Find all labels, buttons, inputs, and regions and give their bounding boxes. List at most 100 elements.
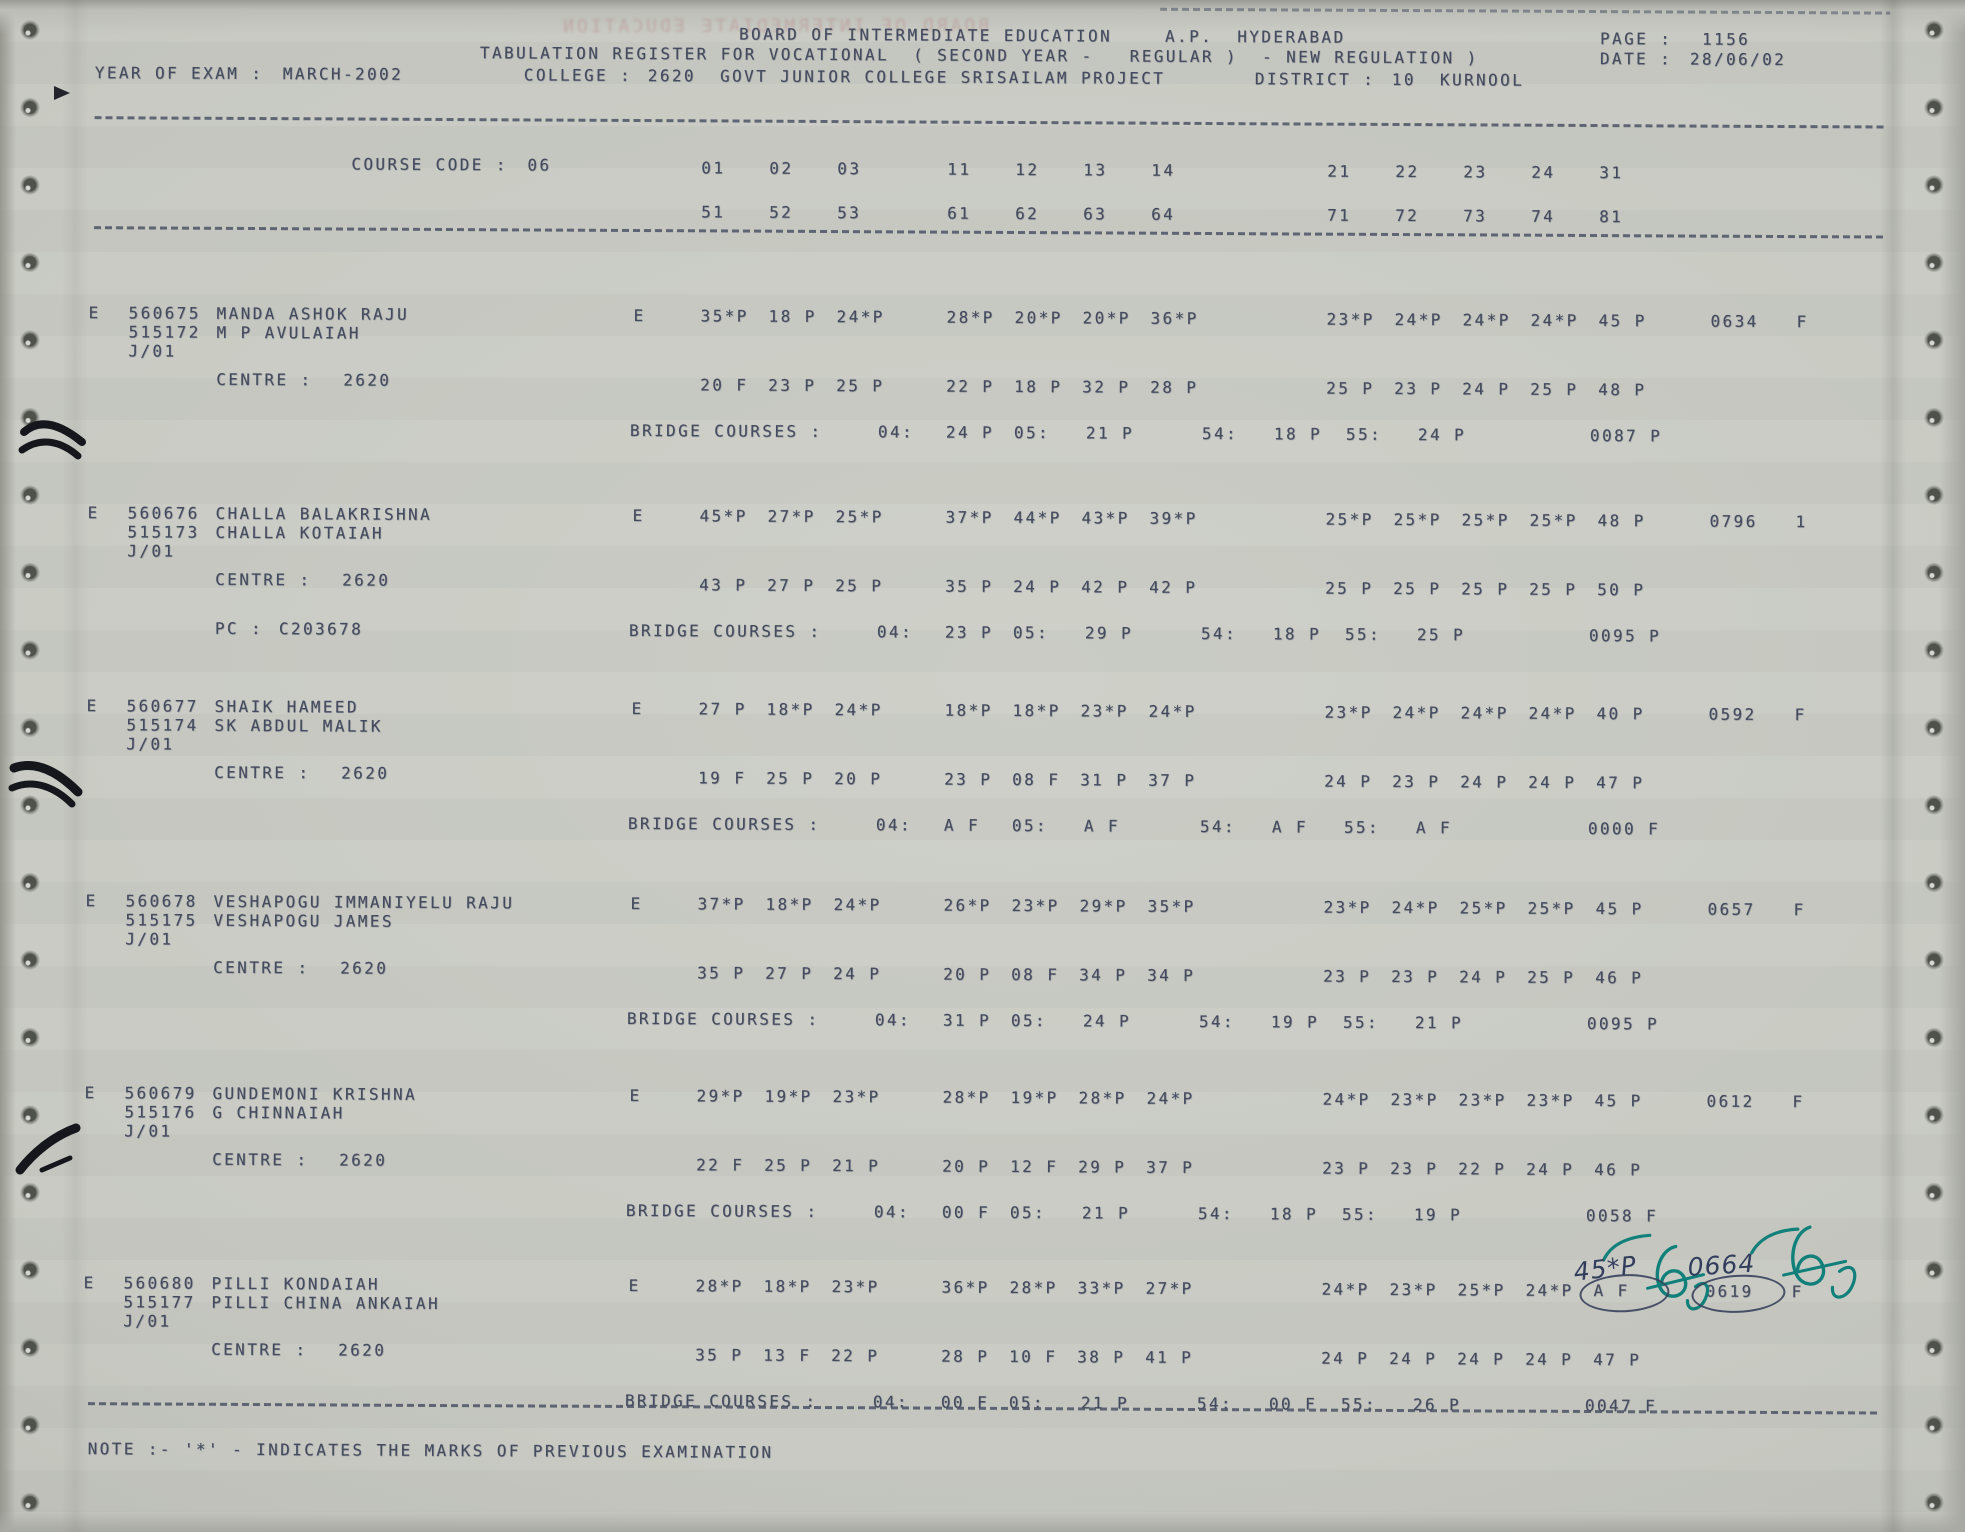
mark-cell: 24 P bbox=[1457, 1349, 1506, 1369]
bridge-mark-cell: 29 P bbox=[1084, 623, 1134, 643]
candidate-roll-number: 560675 bbox=[128, 303, 201, 323]
mark-cell: 25 P bbox=[835, 576, 884, 596]
result-flag: F bbox=[1796, 312, 1809, 332]
mark-cell: 27 P bbox=[767, 575, 816, 595]
medium-code: E bbox=[631, 699, 644, 719]
mark-cell: 37*P bbox=[697, 894, 746, 914]
mark-cell: 25 P bbox=[836, 376, 885, 396]
medium-code: E bbox=[628, 1275, 641, 1296]
mark-cell: 18*P bbox=[944, 700, 993, 720]
mark-cell: 18*P bbox=[1012, 700, 1061, 721]
mark-cell: 23 P bbox=[944, 769, 993, 789]
subject-code: 74 bbox=[1531, 206, 1556, 226]
appearance-code: J/01 bbox=[125, 929, 174, 949]
board-title: BOARD OF INTERMEDIATE EDUCATION bbox=[738, 24, 1113, 46]
district-value: 10 KURNOOL bbox=[1391, 69, 1525, 90]
bridge-courses-label: BRIDGE COURSES : bbox=[628, 620, 822, 641]
mark-cell: 24*P bbox=[1321, 1279, 1370, 1299]
candidate-roll-number: 560678 bbox=[125, 891, 198, 911]
mark-cell: 24 P bbox=[1525, 1349, 1574, 1369]
bridge-mark-cell: 21 P bbox=[1085, 423, 1135, 443]
mark-cell: 22 F bbox=[696, 1155, 745, 1175]
father-name: M P AVULAIAH bbox=[216, 322, 361, 343]
bridge-subject-label: 04: bbox=[873, 1202, 911, 1222]
candidate-roll-number: 560679 bbox=[124, 1083, 197, 1103]
subject-code: 21 bbox=[1327, 161, 1352, 181]
centre-code: 2620 bbox=[343, 370, 392, 390]
father-name: PILLI CHINA ANKAIAH bbox=[211, 1292, 441, 1314]
mark-cell: 24*P bbox=[1525, 1280, 1574, 1300]
mark-cell: 46 P bbox=[1594, 1160, 1643, 1180]
mark-cell: 27*P bbox=[767, 506, 816, 526]
registration-number: 515173 bbox=[127, 522, 200, 542]
mark-cell: 24 P bbox=[1526, 1159, 1575, 1179]
bridge-mark-cell: 18 P bbox=[1272, 624, 1322, 644]
tractor-feed-holes-right bbox=[1912, 0, 1956, 1532]
pen-scribble-icon bbox=[18, 420, 86, 460]
centre-label: CENTRE : bbox=[213, 957, 310, 978]
mark-cell: 18 P bbox=[1014, 377, 1063, 397]
candidate-series: E bbox=[85, 891, 98, 911]
bridge-mark-cell: A F bbox=[1415, 818, 1453, 838]
mark-cell: 25*P bbox=[1325, 509, 1374, 529]
centre-label: CENTRE : bbox=[211, 1339, 308, 1360]
mark-cell: 24 P bbox=[1462, 379, 1511, 399]
mark-cell: 31 P bbox=[1080, 770, 1129, 790]
mark-cell: 23*P bbox=[1458, 1090, 1507, 1110]
page-number: 1156 bbox=[1701, 29, 1751, 49]
bridge-subject-label: 55: bbox=[1342, 1012, 1380, 1032]
bridge-subject-label: 04: bbox=[876, 622, 914, 642]
mark-cell: 19 F bbox=[698, 768, 747, 788]
date-label: DATE : bbox=[1599, 49, 1673, 69]
bridge-subject-label: 05: bbox=[1011, 815, 1049, 836]
mark-cell: 41 P bbox=[1145, 1347, 1194, 1367]
bridge-subject-label: 55: bbox=[1345, 424, 1383, 444]
mark-cell: 25 P bbox=[1461, 579, 1510, 599]
mark-cell: 24*P bbox=[1460, 703, 1509, 723]
pen-scribble-icon bbox=[15, 1123, 81, 1175]
previous-page-edge-dashes bbox=[1160, 7, 1891, 15]
candidate-series: E bbox=[88, 303, 101, 323]
mark-cell: 23*P bbox=[1080, 701, 1129, 721]
page-label: PAGE : bbox=[1599, 29, 1673, 49]
bridge-subject-label: 54: bbox=[1197, 1203, 1235, 1224]
mark-cell: 24*P bbox=[834, 700, 883, 720]
subject-code: 24 bbox=[1531, 162, 1556, 182]
father-name: VESHAPOGU JAMES bbox=[213, 910, 394, 931]
mark-cell: 33*P bbox=[1077, 1278, 1126, 1298]
total-marks: 0592 bbox=[1708, 704, 1757, 724]
centre-code: 2620 bbox=[340, 958, 389, 978]
mark-cell: 24*P bbox=[1146, 1088, 1195, 1108]
records-list: E 560675 MANDA ASHOK RAJU E 35*P 18 P 24… bbox=[0, 0, 1965, 1415]
subject-code: 14 bbox=[1151, 160, 1176, 180]
subject-code: 31 bbox=[1599, 163, 1624, 183]
medium-code: E bbox=[633, 306, 646, 326]
subject-code: 23 bbox=[1463, 162, 1488, 182]
subject-code: 51 bbox=[701, 202, 726, 222]
bridge-mark-cell: A F bbox=[1083, 816, 1121, 836]
result-flag: F bbox=[1794, 705, 1807, 725]
mark-cell: 25 P bbox=[766, 768, 815, 788]
mark-cell: 28*P bbox=[1009, 1277, 1058, 1298]
mark-cell: 24*P bbox=[1322, 1089, 1371, 1109]
bridge-total: 0095 P bbox=[1588, 626, 1662, 646]
mark-cell: 12 F bbox=[1010, 1156, 1059, 1177]
bridge-courses-label: BRIDGE COURSES : bbox=[625, 1200, 819, 1221]
subject-code: 03 bbox=[837, 159, 862, 179]
bridge-subject-label: 04: bbox=[877, 422, 915, 442]
separator-line bbox=[94, 116, 1885, 129]
centre-code: 2620 bbox=[342, 570, 391, 590]
year-of-exam-label: YEAR OF EXAM : bbox=[94, 63, 264, 84]
mark-cell: 27*P bbox=[1145, 1278, 1194, 1298]
college-value: 2620 GOVT JUNIOR COLLEGE SRISAILAM PROJE… bbox=[647, 66, 1166, 88]
candidate-series: E bbox=[87, 503, 100, 523]
total-marks: 0657 bbox=[1707, 899, 1756, 919]
mark-cell: 28*P bbox=[942, 1087, 991, 1107]
subject-code: 11 bbox=[947, 159, 972, 179]
bridge-subject-label: 55: bbox=[1344, 624, 1382, 644]
paper-crease bbox=[1880, 0, 1906, 1532]
mark-cell: 25 P bbox=[1530, 379, 1579, 399]
mark-cell: 29*P bbox=[696, 1086, 745, 1106]
appearance-code: J/01 bbox=[128, 341, 177, 361]
